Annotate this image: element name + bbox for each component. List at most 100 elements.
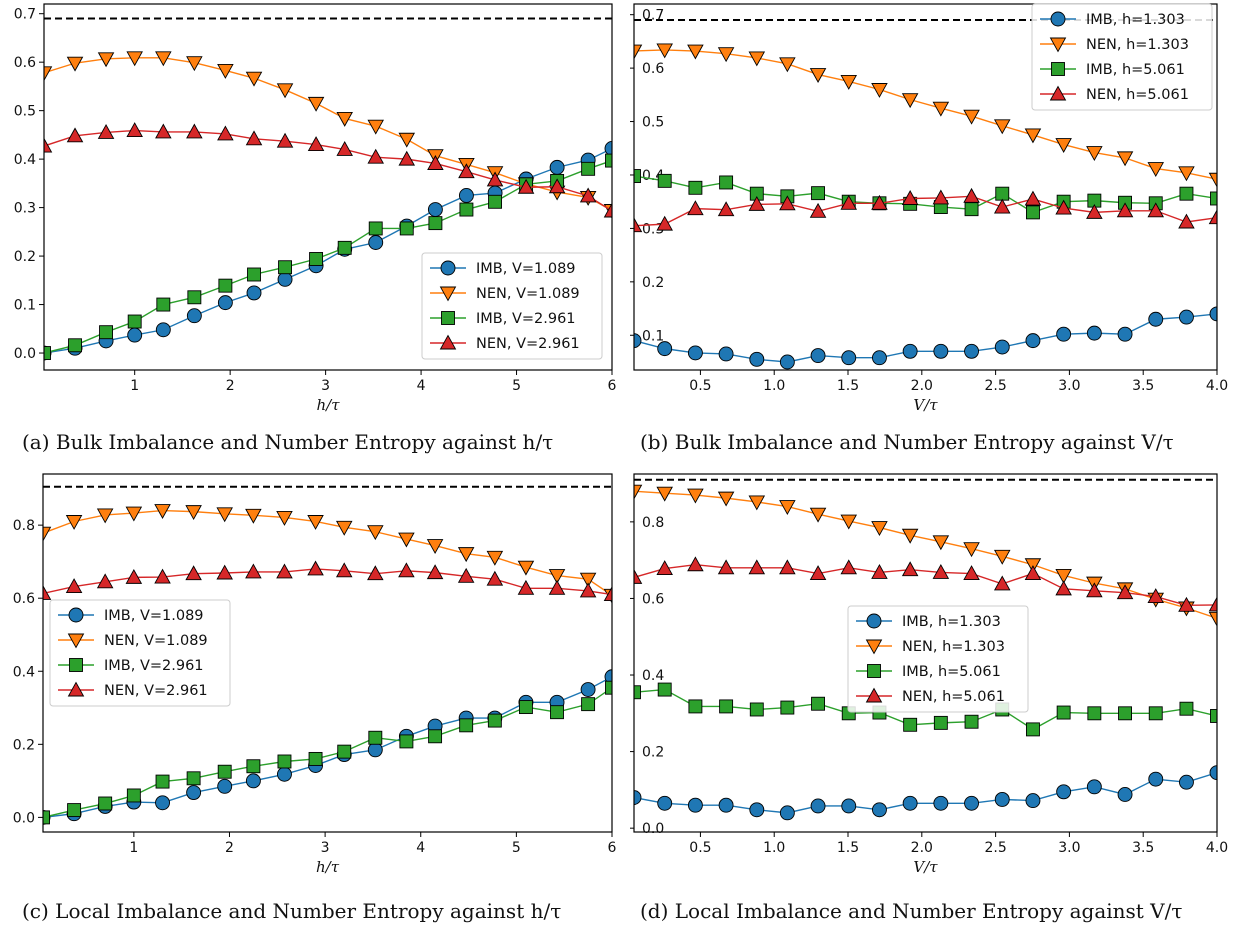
data-point <box>548 569 566 584</box>
data-point <box>246 285 262 301</box>
x-axis-label: V/τ <box>913 858 938 876</box>
data-point <box>1147 162 1165 177</box>
data-point <box>276 563 293 579</box>
x-tick-label: 2.0 <box>911 840 933 856</box>
data-point <box>97 52 115 68</box>
data-point <box>98 796 113 811</box>
data-point <box>1210 709 1217 723</box>
data-point <box>398 532 415 548</box>
x-tick-label: 1.5 <box>837 840 859 856</box>
data-point <box>426 564 444 580</box>
data-point <box>780 700 795 715</box>
data-point <box>1208 172 1217 188</box>
x-tick-label: 4 <box>417 378 426 394</box>
data-point <box>656 215 673 231</box>
y-tick-label: 0.3 <box>14 201 36 217</box>
legend-marker <box>1050 11 1066 27</box>
series-line <box>634 195 1217 227</box>
x-tick-label: 5 <box>512 840 521 856</box>
data-point <box>1178 774 1194 790</box>
data-point <box>809 68 827 83</box>
legend-marker <box>1051 62 1065 76</box>
legend-box <box>1031 3 1213 111</box>
legend-label: NEN, h=5.061 <box>1086 87 1189 103</box>
plot-area <box>43 485 612 825</box>
data-point <box>810 348 826 364</box>
x-tick-label: 1 <box>129 840 138 856</box>
data-point <box>427 155 444 170</box>
data-point <box>307 515 324 530</box>
y-tick-label: 0.2 <box>642 275 664 291</box>
data-point <box>44 346 51 360</box>
data-point <box>186 785 202 800</box>
data-point <box>932 101 950 117</box>
data-point <box>335 562 353 578</box>
data-point <box>277 766 292 782</box>
data-point <box>1209 306 1217 322</box>
x-tick-label: 2.0 <box>911 378 933 394</box>
data-point <box>993 549 1011 565</box>
data-point <box>605 153 612 168</box>
data-point <box>995 186 1010 201</box>
data-point <box>840 194 858 210</box>
data-point <box>872 802 887 818</box>
data-point <box>1178 596 1195 612</box>
legend-label: IMB, h=1.303 <box>902 614 1001 630</box>
data-point <box>687 44 704 60</box>
data-point <box>902 795 918 811</box>
data-point <box>336 141 353 156</box>
data-point <box>994 792 1010 807</box>
data-point <box>368 730 383 745</box>
x-tick-label: 1 <box>130 378 139 394</box>
data-point <box>44 137 53 153</box>
data-point <box>634 333 642 349</box>
legend-label: IMB, V=2.961 <box>476 311 576 327</box>
legend-marker <box>441 311 455 325</box>
data-point <box>1056 705 1071 720</box>
x-tick-label: 1.0 <box>763 378 785 394</box>
data-point <box>964 343 979 359</box>
legend-label: IMB, h=5.061 <box>902 664 1001 680</box>
data-point <box>901 93 919 109</box>
data-point <box>245 563 262 579</box>
x-tick-label: 3 <box>321 378 330 394</box>
data-point <box>634 169 641 183</box>
data-point <box>96 508 114 524</box>
data-point <box>368 221 383 236</box>
data-point <box>1117 326 1133 342</box>
x-tick-label: 3.0 <box>1058 840 1080 856</box>
data-point <box>1148 706 1163 721</box>
data-point <box>656 43 673 59</box>
data-point <box>840 75 858 90</box>
x-tick-label: 0.5 <box>689 378 711 394</box>
data-point <box>43 526 52 542</box>
legend-label: IMB, h=5.061 <box>1086 62 1185 78</box>
data-point <box>993 198 1011 214</box>
data-point <box>933 715 948 730</box>
data-point <box>459 202 474 217</box>
y-tick-label: 0.8 <box>642 515 664 531</box>
data-point <box>218 278 233 293</box>
data-point <box>99 325 114 340</box>
x-tick-label: 2 <box>226 378 235 394</box>
data-point <box>748 559 766 575</box>
legend-label: NEN, V=2.961 <box>476 336 580 352</box>
caption-c: (c) Local Imbalance and Number Entropy a… <box>22 899 562 923</box>
legend: IMB, V=1.089 NEN, V=1.089 IMB, V=2.961 NEN,… <box>49 599 231 707</box>
data-point <box>901 528 919 544</box>
y-tick-label: 0.1 <box>642 328 664 344</box>
data-point <box>579 187 597 203</box>
y-tick-label: 0.5 <box>642 115 664 131</box>
y-tick-label: 0.2 <box>13 737 35 753</box>
data-point <box>657 682 672 697</box>
data-point <box>245 773 261 789</box>
data-point <box>749 702 764 717</box>
data-point <box>901 190 919 205</box>
data-point <box>367 742 383 758</box>
data-point <box>487 713 502 728</box>
data-point <box>634 217 643 233</box>
legend-box <box>421 252 603 360</box>
data-point <box>657 795 673 811</box>
x-tick-label: 2 <box>225 840 234 856</box>
data-point <box>1056 326 1072 342</box>
